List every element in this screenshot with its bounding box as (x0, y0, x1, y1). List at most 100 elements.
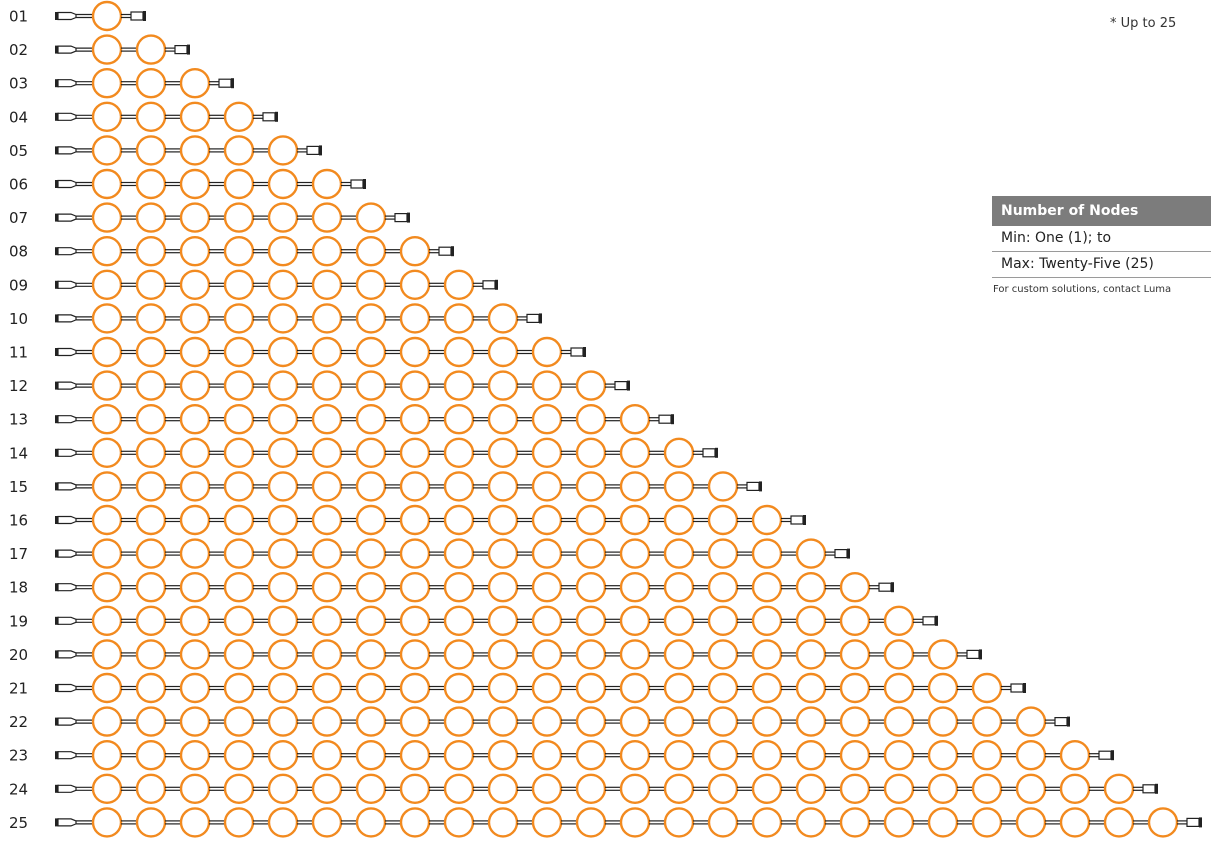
node-circle (355, 672, 387, 704)
node-circle (531, 404, 563, 435)
node-circle (663, 740, 695, 771)
end-cap-icon (231, 78, 234, 89)
end-cap-icon (1186, 817, 1200, 828)
input-plug-icon (57, 515, 77, 525)
node-circle (927, 740, 959, 771)
node-circle (663, 807, 695, 838)
end-cap-icon (878, 582, 892, 592)
node-circle (487, 605, 519, 636)
end-cap-icon (1111, 750, 1114, 761)
row-label: 19 (9, 612, 28, 630)
node-circle (267, 807, 299, 838)
node-circle (91, 303, 123, 334)
node-circle (223, 303, 255, 334)
custom-solutions-footnote: For custom solutions, contact Luma (993, 284, 1172, 295)
node-circle (399, 504, 431, 536)
node-circle (355, 437, 387, 468)
input-plug-icon (55, 79, 59, 88)
node-circle (399, 404, 431, 435)
input-plug-icon (57, 650, 77, 659)
node-circle (179, 202, 211, 233)
end-cap-icon (715, 447, 718, 458)
node-circle (91, 235, 123, 267)
end-cap-icon (495, 279, 498, 290)
input-plug-icon (57, 347, 77, 357)
input-plug-icon (57, 45, 77, 54)
node-circle (91, 572, 123, 603)
node-circle (355, 706, 387, 737)
node-circle (927, 706, 959, 737)
node-circle (91, 370, 123, 401)
node-circle (267, 672, 299, 704)
node-circle (311, 269, 343, 300)
end-cap-icon (262, 112, 276, 122)
node-circle (311, 303, 343, 334)
node-circle (135, 639, 167, 670)
node-circle (135, 605, 167, 636)
input-plug-icon (55, 482, 59, 491)
row-label: 17 (9, 545, 28, 563)
row-label: 16 (9, 512, 28, 530)
input-plug-icon (55, 650, 59, 659)
node-circle (531, 471, 563, 502)
node-circle (355, 471, 387, 502)
node-circle (443, 437, 475, 468)
node-circle (883, 807, 915, 838)
node-circle (971, 807, 1003, 838)
node-circle (179, 67, 211, 99)
node-circle (487, 639, 519, 670)
node-circle (223, 504, 255, 536)
node-circle (531, 538, 563, 569)
node-circle (267, 168, 299, 200)
node-circle (135, 202, 167, 233)
node-circle (223, 471, 255, 502)
row-label: 02 (9, 41, 28, 59)
node-circle (619, 572, 651, 603)
node-circle (179, 437, 211, 468)
node-circle (487, 504, 519, 536)
node-circle (795, 672, 827, 704)
node-circle (91, 34, 123, 65)
input-plug-icon (57, 784, 77, 793)
node-circle (267, 773, 299, 804)
node-circle (135, 168, 167, 200)
node-circle (707, 807, 739, 838)
node-circle (355, 740, 387, 771)
node-circle (927, 773, 959, 804)
input-plug-icon (55, 583, 59, 592)
node-circle (839, 740, 871, 771)
node-circle (839, 807, 871, 838)
row-label: 14 (9, 444, 28, 462)
node-circle (179, 235, 211, 267)
node-circle (311, 202, 343, 233)
input-plug-icon (57, 381, 77, 390)
node-circle (223, 336, 255, 368)
node-circle (531, 605, 563, 636)
node-circle (619, 740, 651, 771)
input-plug-icon (55, 348, 59, 356)
end-cap-icon (1023, 683, 1026, 693)
node-circle (179, 572, 211, 603)
node-circle (575, 572, 607, 603)
node-circle (355, 572, 387, 603)
row-label: 07 (9, 209, 28, 227)
chain-row: 08 (9, 235, 454, 267)
node-circle (355, 538, 387, 569)
node-circle (751, 504, 783, 536)
node-circle (443, 672, 475, 704)
node-circle (443, 370, 475, 401)
node-circle (135, 303, 167, 334)
node-circle (619, 404, 651, 435)
node-circle (839, 605, 871, 636)
node-circle (223, 370, 255, 401)
node-circle (1015, 807, 1047, 838)
max-nodes-row: Max: Twenty-Five (25) (992, 252, 1211, 278)
node-circle (399, 773, 431, 804)
node-circle (619, 471, 651, 502)
node-circle (311, 639, 343, 670)
node-circle (223, 202, 255, 233)
end-cap-icon (834, 548, 848, 559)
node-circle (267, 437, 299, 468)
node-circle (311, 437, 343, 468)
node-circle (311, 672, 343, 704)
